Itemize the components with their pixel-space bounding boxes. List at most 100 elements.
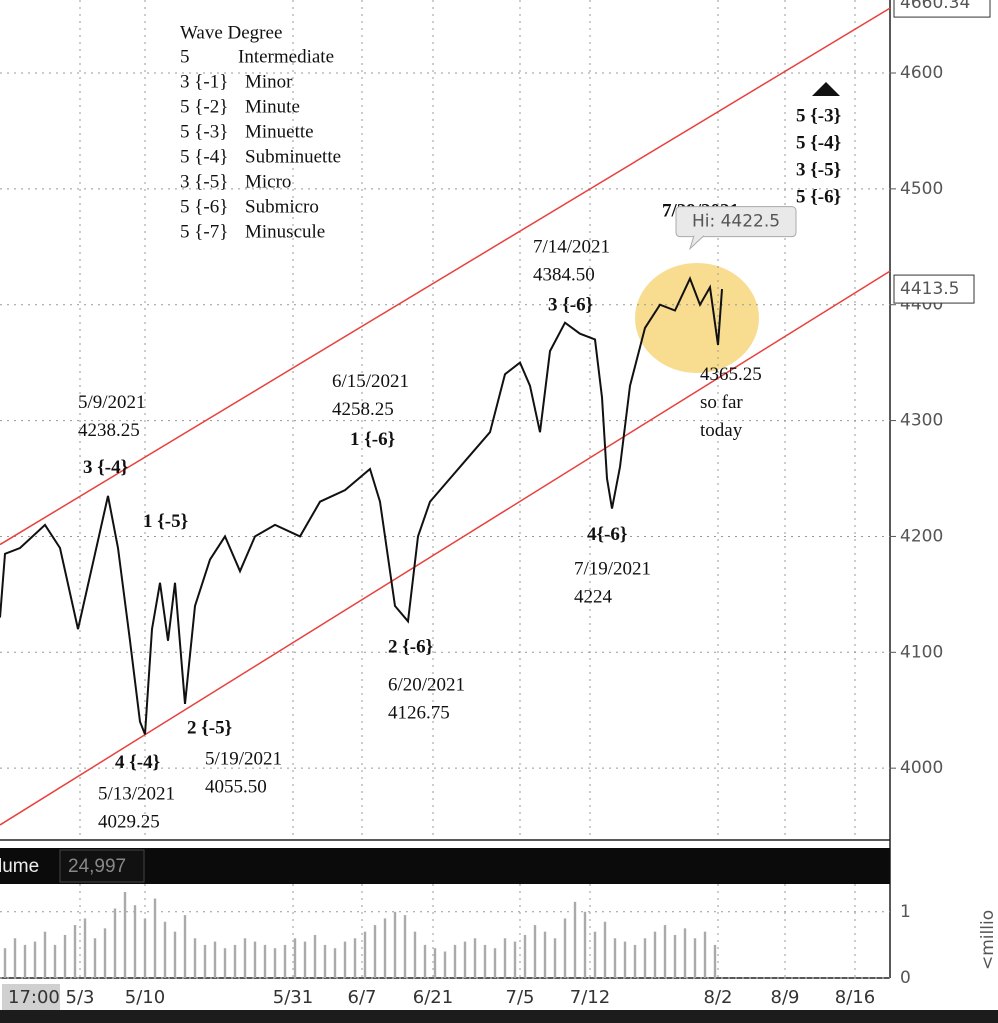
annotation: 3 {-5} <box>796 160 841 181</box>
y-tick-label: 4500 <box>900 179 943 199</box>
annotation: today <box>700 420 743 441</box>
annotation: 4365.25 <box>700 364 762 385</box>
volume-bar <box>603 921 607 978</box>
volume-bar <box>183 915 187 978</box>
volume-bar <box>243 938 247 978</box>
volume-bar <box>203 944 207 978</box>
volume-bar <box>53 944 57 978</box>
volume-bar <box>133 905 137 978</box>
volume-bar <box>683 928 687 978</box>
annotation: 5/13/2021 <box>98 784 175 805</box>
y-tick-label: 4200 <box>900 526 943 546</box>
legend-degree: Micro <box>245 171 291 192</box>
x-tick-label: 7/12 <box>570 987 610 1008</box>
volume-bar <box>623 941 627 978</box>
annotation: 4238.25 <box>78 420 140 441</box>
y-tick-label: 4000 <box>900 758 943 778</box>
highlight-circle <box>635 263 759 373</box>
annotation: 2 {-5} <box>187 717 232 738</box>
volume-bar <box>713 944 717 978</box>
time-label: 17:00 <box>8 987 60 1008</box>
callout-box <box>675 206 797 238</box>
channel-line <box>0 7 891 546</box>
up-triangle <box>812 82 840 96</box>
volume-bar <box>13 938 17 978</box>
volume-bar <box>423 944 427 978</box>
volume-bar <box>433 948 437 978</box>
annotation: 6/15/2021 <box>332 371 409 392</box>
volume-bar <box>663 925 667 978</box>
annotation: 1 {-6} <box>350 429 395 450</box>
volume-bar <box>413 931 417 978</box>
volume-bar <box>363 931 367 978</box>
volume-bar <box>293 938 297 978</box>
legend-count: 5 {-3} <box>180 121 228 142</box>
volume-bar <box>233 944 237 978</box>
legend-degree: Minuscule <box>245 221 325 242</box>
volume-bar <box>613 938 617 978</box>
volume-bar <box>3 948 7 978</box>
x-tick-label: 5/3 <box>66 987 95 1008</box>
volume-bar <box>73 925 77 978</box>
volume-bar <box>393 911 397 978</box>
volume-bar <box>463 941 467 978</box>
x-tick-label: 5/31 <box>273 987 313 1008</box>
volume-bar <box>643 938 647 978</box>
volume-bar <box>673 934 677 978</box>
last-price-box <box>893 274 975 304</box>
legend-count: 3 {-5} <box>180 171 228 192</box>
volume-bar <box>553 938 557 978</box>
top-price-box <box>893 0 991 18</box>
annotation: 4029.25 <box>98 812 160 833</box>
x-tick-label: 6/7 <box>348 987 377 1008</box>
legend-count: 3 {-1} <box>180 71 228 92</box>
annotation: 5 {-4} <box>796 133 841 154</box>
volume-bar <box>173 931 177 978</box>
x-tick-label: 8/9 <box>771 987 800 1008</box>
volume-bar <box>63 934 67 978</box>
annotation: 6/20/2021 <box>388 675 465 696</box>
x-tick-label: 7/5 <box>506 987 535 1008</box>
volume-bar <box>83 918 87 978</box>
volume-bar <box>383 918 387 978</box>
legend-degree: Minor <box>245 71 293 92</box>
volume-axis-label: <millio <box>978 910 998 970</box>
volume-bar <box>513 941 517 978</box>
annotation: 5/9/2021 <box>78 392 146 413</box>
x-tick-label: 8/2 <box>704 987 733 1008</box>
annotation: 4 {-4} <box>115 752 160 773</box>
price-line <box>0 276 723 735</box>
annotation: 2 {-6} <box>388 636 433 657</box>
volume-bar <box>303 941 307 978</box>
legend-degree: Subminuette <box>245 146 341 167</box>
callout-pointer <box>688 235 705 251</box>
volume-bar <box>313 934 317 978</box>
annotation: 4055.50 <box>205 777 267 798</box>
volume-bar <box>273 948 277 978</box>
volume-bar <box>653 931 657 978</box>
volume-bar <box>543 931 547 978</box>
last-price-label: 4413.5 <box>900 279 959 299</box>
legend-title: Wave Degree <box>180 22 282 43</box>
volume-bar <box>353 938 357 978</box>
legend-degree: Minute <box>245 96 300 117</box>
y-tick-label: 0 <box>900 968 911 988</box>
volume-bar <box>473 938 477 978</box>
annotation: 4258.25 <box>332 399 394 420</box>
annotation: 4384.50 <box>533 265 595 286</box>
volume-bar <box>283 944 287 978</box>
volume-bar <box>163 921 167 978</box>
legend-count: 5 {-7} <box>180 221 228 242</box>
volume-bar <box>373 925 377 978</box>
volume-bar <box>123 891 127 978</box>
volume-bar <box>523 934 527 978</box>
volume-bar <box>403 915 407 978</box>
legend-count: 5 {-6} <box>180 196 228 217</box>
annotation: 4{-6} <box>587 524 627 545</box>
volume-bar <box>533 925 537 978</box>
volume-bar <box>253 941 257 978</box>
volume-header <box>0 848 890 884</box>
y-tick-label: 4600 <box>900 63 943 83</box>
annotation: so far <box>700 392 743 413</box>
